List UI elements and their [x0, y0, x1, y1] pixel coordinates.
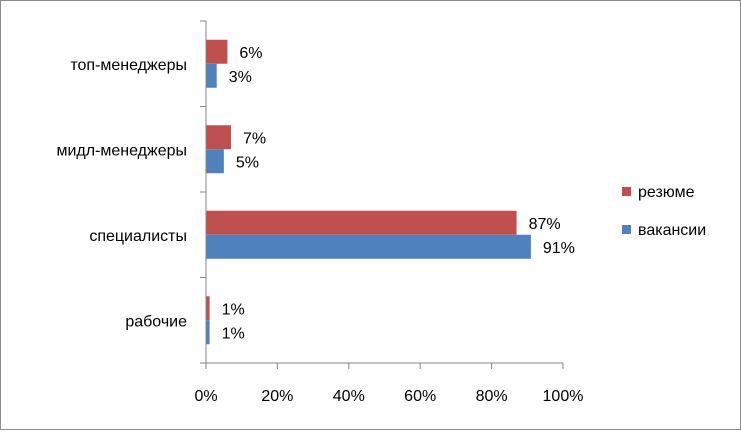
data-label-1-3: 1%	[222, 325, 245, 342]
x-tick-label-4: 80%	[476, 388, 508, 405]
bar-0-0	[206, 39, 228, 64]
data-label-0-2: 87%	[529, 216, 561, 233]
data-label-0-1: 7%	[243, 130, 266, 147]
legend-label-0: резюме	[638, 184, 695, 201]
category-label-0: топ-менеджеры	[70, 57, 187, 74]
x-tick-label-5: 100%	[543, 388, 584, 405]
data-label-0-3: 1%	[222, 301, 245, 318]
bar-0-3	[206, 296, 210, 321]
x-tick-label-0: 0%	[194, 388, 217, 405]
data-label-1-0: 3%	[229, 69, 252, 86]
x-tick-label-1: 20%	[261, 388, 293, 405]
bar-0-1	[206, 125, 231, 150]
legend-swatch-1	[622, 225, 631, 234]
x-tick-label-3: 60%	[404, 388, 436, 405]
category-label-2: специалисты	[89, 228, 187, 245]
bar-1-1	[206, 149, 224, 174]
data-label-1-1: 5%	[236, 154, 259, 171]
legend-label-1: вакансии	[638, 222, 706, 239]
legend-swatch-0	[622, 187, 631, 196]
x-tick-label-2: 40%	[333, 388, 365, 405]
category-label-3: рабочие	[125, 313, 187, 330]
data-label-1-2: 91%	[543, 240, 575, 257]
bar-1-2	[206, 234, 531, 259]
bar-1-3	[206, 320, 210, 345]
data-label-0-0: 6%	[239, 45, 262, 62]
category-label-1: мидл-менеджеры	[56, 142, 187, 159]
bar-0-2	[206, 210, 517, 235]
bar-1-0	[206, 63, 217, 88]
